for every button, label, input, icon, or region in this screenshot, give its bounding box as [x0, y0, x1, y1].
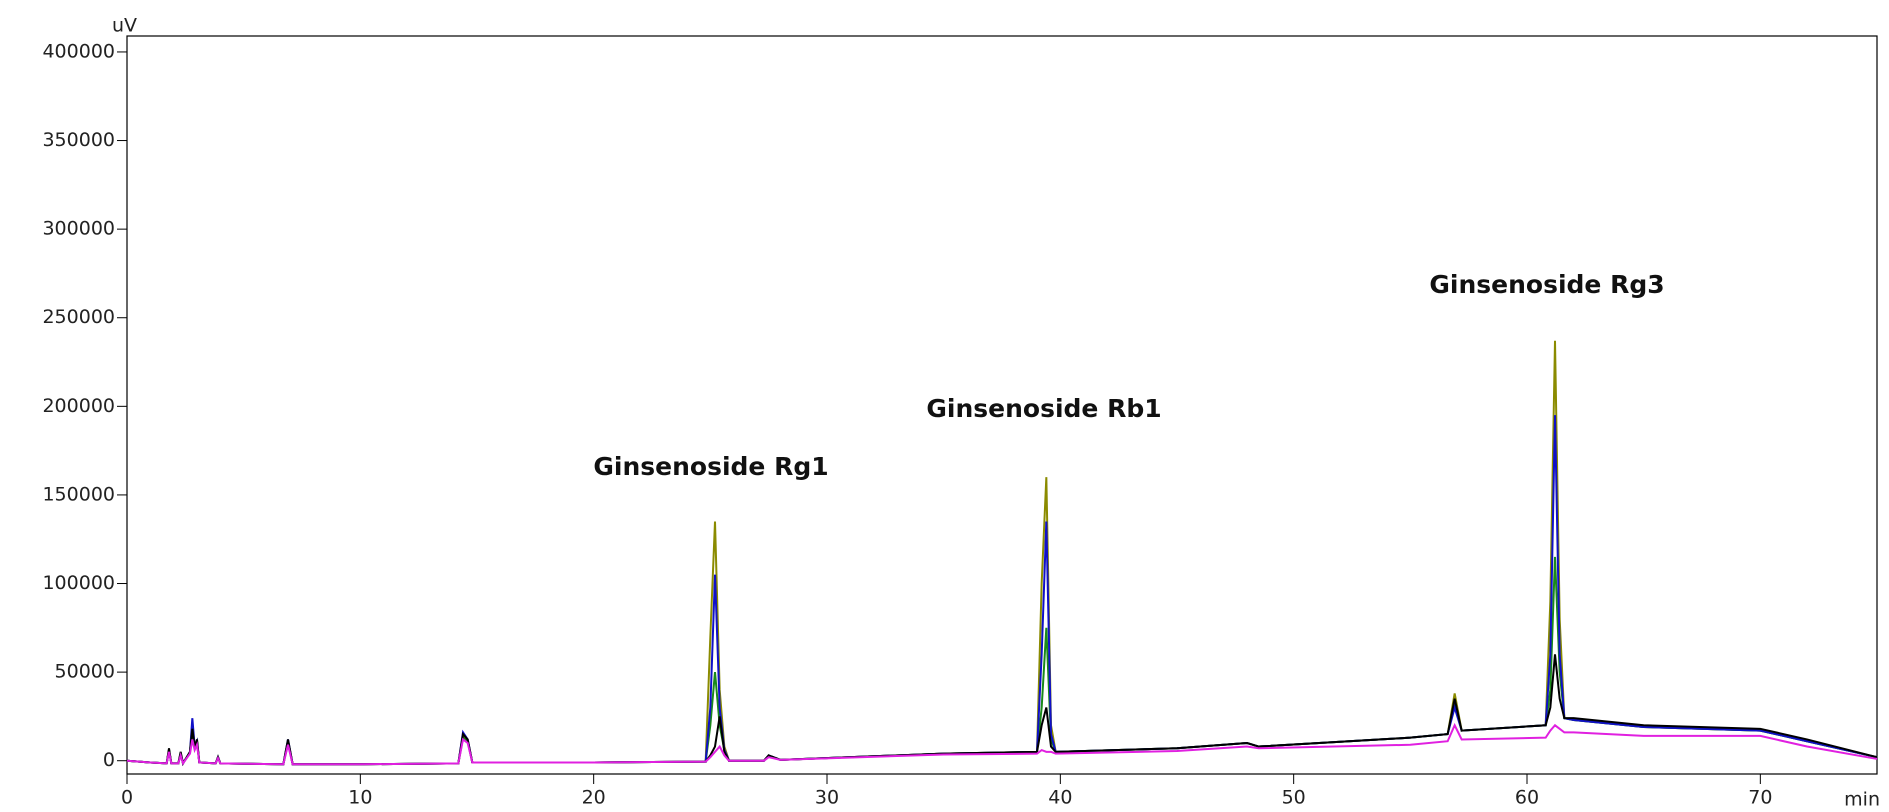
x-tick-label: 50 — [1282, 787, 1306, 809]
y-tick-label: 400000 — [42, 40, 115, 62]
y-tick-label: 50000 — [55, 661, 115, 683]
y-tick-label: 300000 — [42, 218, 115, 240]
x-tick-label: 0 — [121, 787, 133, 809]
peak-annotation: Ginsenoside Rg3 — [1429, 270, 1664, 299]
chromatogram-trace — [126, 415, 1878, 766]
y-tick-label: 350000 — [42, 129, 115, 151]
y-tick-label: 100000 — [42, 572, 115, 594]
x-tick-label: 10 — [348, 787, 372, 809]
x-tick-label: 70 — [1748, 787, 1772, 809]
plot-frame — [126, 35, 1878, 775]
y-tick-label: 150000 — [42, 483, 115, 505]
x-tick-label: 30 — [815, 787, 839, 809]
chromatogram-trace — [126, 654, 1878, 767]
y-tick-label: 200000 — [42, 395, 115, 417]
y-axis-label: uV — [112, 15, 137, 37]
chromatogram-trace — [126, 722, 1878, 766]
x-axis-label: min — [1844, 789, 1880, 811]
x-tick-label: 60 — [1515, 787, 1539, 809]
y-tick-label: 250000 — [42, 306, 115, 328]
chromatogram-trace — [126, 556, 1878, 766]
peak-annotation: Ginsenoside Rg1 — [593, 452, 828, 481]
x-tick-label: 20 — [582, 787, 606, 809]
y-tick-label: 0 — [103, 749, 115, 771]
x-tick-label: 40 — [1048, 787, 1072, 809]
peak-annotation: Ginsenoside Rb1 — [926, 394, 1161, 423]
